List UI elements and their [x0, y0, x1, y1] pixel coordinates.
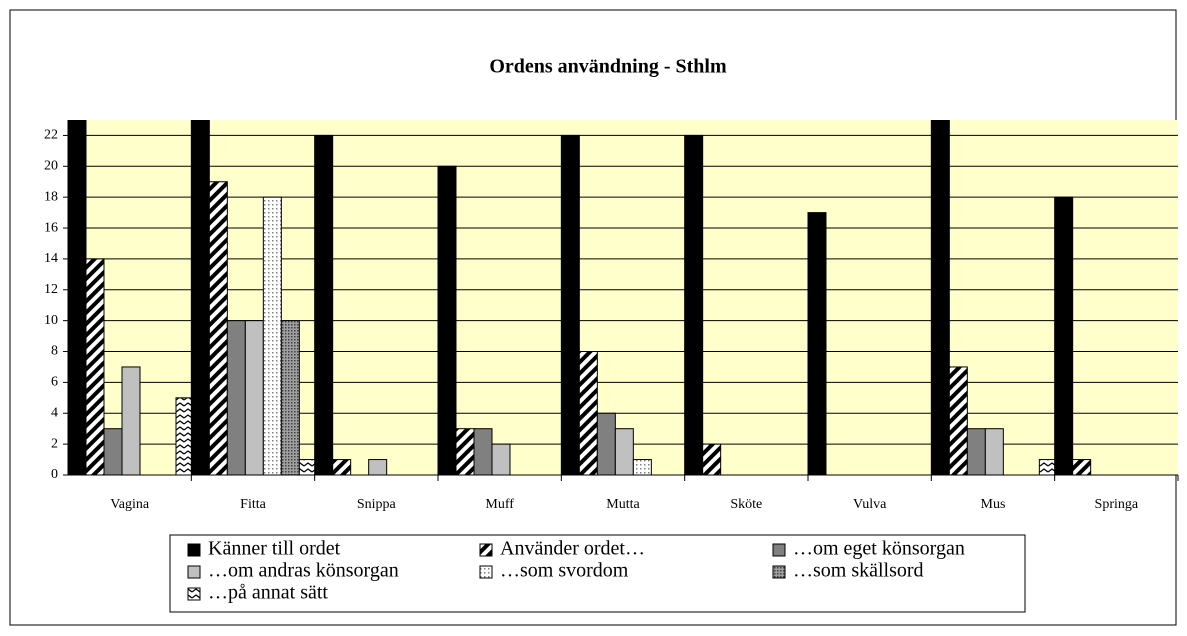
chart-title: Ordens användning - Sthlm	[489, 56, 727, 78]
bar	[702, 443, 722, 476]
y-tick-label: 22	[44, 128, 58, 143]
y-tick-label: 2	[51, 436, 58, 451]
bar	[226, 320, 246, 476]
legend-label: Använder ordet…	[500, 538, 645, 560]
bar	[121, 366, 141, 476]
bar	[244, 320, 264, 476]
legend-label: …på annat sätt	[208, 582, 328, 604]
bar	[948, 366, 968, 476]
legend-label: …som skällsord	[793, 560, 924, 582]
bar	[332, 459, 352, 476]
bar	[103, 428, 123, 476]
x-tick-label: Mutta	[606, 497, 640, 512]
legend-swatch	[479, 543, 493, 557]
bar	[85, 258, 105, 476]
bar	[614, 428, 634, 476]
legend-items: Känner till ordet Använder ordet… …om eget…	[187, 538, 965, 604]
bar	[262, 196, 282, 476]
bar	[68, 120, 87, 476]
bar	[578, 351, 598, 476]
bar	[473, 428, 493, 476]
bar	[984, 428, 1004, 476]
bar	[684, 134, 704, 476]
bar	[1054, 196, 1074, 476]
bar	[368, 459, 388, 476]
bar	[314, 134, 334, 476]
legend-label: Känner till ordet	[208, 538, 341, 560]
x-tick-label: Fitta	[240, 497, 266, 512]
bar	[930, 120, 950, 476]
bar	[966, 428, 986, 476]
y-tick-label: 4	[51, 405, 58, 420]
bar	[280, 320, 300, 476]
y-tick-label: 6	[51, 375, 58, 390]
y-tick-label: 18	[44, 189, 58, 204]
legend-swatch	[772, 565, 786, 579]
legend-swatch	[187, 565, 201, 579]
x-tick-label: Vagina	[110, 497, 150, 512]
legend-swatch	[187, 543, 201, 557]
bar	[190, 120, 210, 476]
bar	[491, 443, 511, 476]
bar	[560, 134, 580, 476]
legend-swatch	[772, 543, 786, 557]
bars	[68, 120, 1092, 476]
bar	[455, 428, 475, 476]
bar	[632, 459, 652, 476]
y-tick-label: 14	[44, 251, 58, 266]
x-tick-label: Muff	[485, 497, 514, 512]
legend-label: …om eget könsorgan	[793, 538, 965, 560]
legend-swatch	[187, 587, 201, 601]
bar	[437, 165, 457, 476]
legend-label: …som svordom	[500, 560, 629, 582]
x-tick-label: Vulva	[853, 497, 887, 512]
legend-label: …om andras könsorgan	[208, 560, 399, 582]
plot-area: 0 2 4 6 8 10 12 14 16 18 20 22 Vagina Fitta Snippa Muff…	[44, 120, 1179, 512]
x-tick-label: Mus	[981, 497, 1006, 512]
legend-swatch	[479, 565, 493, 579]
y-tick-label: 16	[44, 220, 58, 235]
y-tick-label: 0	[51, 467, 58, 482]
x-tick-label: Snippa	[357, 497, 397, 512]
y-tick-label: 8	[51, 344, 58, 359]
bar	[596, 412, 616, 476]
y-tick-label: 10	[44, 313, 58, 328]
x-tick-label: Springa	[1095, 497, 1139, 512]
bar	[1072, 459, 1092, 476]
x-tick-label: Sköte	[730, 497, 762, 512]
y-tick-label: 20	[44, 159, 58, 174]
bar	[208, 181, 228, 476]
y-tick-label: 12	[44, 282, 58, 297]
bar	[807, 212, 827, 476]
legend	[169, 534, 1026, 613]
